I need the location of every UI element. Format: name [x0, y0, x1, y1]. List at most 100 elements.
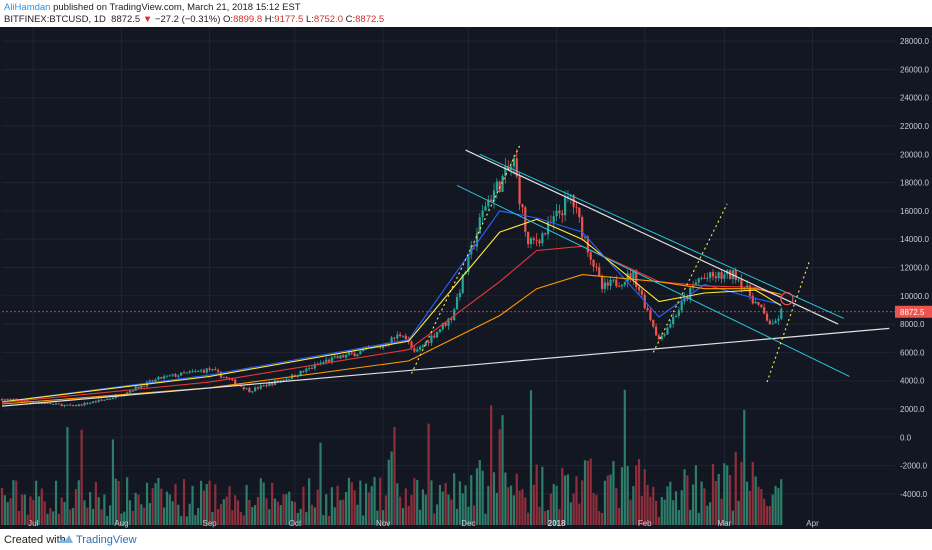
candle-body: [390, 337, 393, 344]
candle-body: [350, 352, 353, 354]
candle-body: [0, 399, 4, 401]
volume-bar: [9, 498, 12, 525]
volume-bar: [524, 497, 527, 525]
candle-body: [524, 207, 527, 232]
created-with-label: Created with: [4, 534, 66, 546]
candle-body: [52, 403, 55, 405]
volume-bar: [276, 501, 279, 525]
volume-bar: [29, 496, 32, 525]
candle-body: [69, 404, 72, 406]
volume-bar: [106, 515, 109, 525]
volume-bar: [157, 477, 160, 525]
candle-body: [672, 316, 675, 325]
volume-bar: [282, 494, 285, 525]
volume-bar: [251, 507, 254, 525]
tradingview-brand[interactable]: TradingView: [76, 534, 137, 546]
price-tick-label: 0.0: [900, 433, 912, 442]
volume-bar: [410, 494, 413, 525]
candle-body: [60, 404, 63, 407]
resistance-trendline[interactable]: [465, 149, 839, 325]
volume-bar: [279, 505, 282, 525]
time-axis[interactable]: Jul Aug Sep Oct Nov Dec 2018 Feb Mar Apr: [28, 519, 819, 528]
candle-body: [262, 385, 265, 387]
time-tick-label: Oct: [289, 519, 302, 528]
candle-body: [288, 378, 291, 380]
candle-body: [43, 403, 46, 405]
candle-body: [103, 399, 106, 401]
volume-bar: [163, 507, 166, 525]
candle-body: [106, 398, 109, 400]
footer: Created with TradingView: [0, 531, 932, 550]
volume-bar: [492, 472, 496, 525]
volume-bar: [635, 465, 638, 525]
volume-bar: [546, 509, 550, 525]
candle-body: [401, 335, 405, 337]
candle-body: [711, 272, 715, 277]
volume-bar: [632, 486, 635, 525]
highlight-circle[interactable]: [780, 292, 794, 306]
volume-bar: [259, 478, 262, 525]
open-label: O:: [223, 14, 234, 25]
volume-bar: [606, 475, 609, 525]
channel-lower-line[interactable]: [456, 185, 850, 377]
candle-body: [143, 385, 146, 387]
candle-body: [734, 269, 737, 280]
volume-bar: [89, 492, 92, 525]
volume-bar: [290, 501, 294, 525]
candle-body: [313, 364, 316, 369]
volume-bar: [754, 476, 757, 525]
candle-body: [447, 318, 450, 326]
volume-bar: [356, 504, 359, 525]
candle-body: [703, 277, 706, 279]
volume-bar: [296, 513, 299, 525]
candle-body: [191, 371, 194, 373]
time-tick-label: Feb: [638, 519, 652, 528]
time-tick-label: Jul: [28, 519, 38, 528]
candle-body: [248, 388, 251, 393]
volume-bar: [592, 492, 595, 525]
volume-bar: [569, 502, 572, 525]
volume-bar: [396, 483, 399, 525]
volume-bar: [342, 499, 345, 525]
channel-upper-line[interactable]: [479, 153, 845, 319]
candle-body: [126, 392, 129, 395]
volume-bar: [643, 469, 646, 525]
volume-bar: [214, 484, 217, 525]
volume-bar: [586, 460, 589, 525]
volume-bar: [268, 509, 271, 525]
candle-body: [453, 309, 456, 320]
volume-bar: [322, 515, 325, 525]
volume-bar: [703, 488, 706, 525]
author-link[interactable]: AliHamdan: [4, 2, 51, 13]
volume-bar: [364, 483, 368, 525]
candle-body: [640, 290, 643, 295]
volume-bar: [80, 429, 83, 525]
volume-bar: [134, 492, 137, 525]
volume-bar: [717, 474, 720, 525]
support-trendline[interactable]: [1, 327, 890, 407]
volume-bar: [188, 503, 191, 525]
volume-bar: [310, 504, 314, 525]
volume-bar: [663, 499, 666, 525]
volume-bar: [424, 494, 427, 525]
candle-body: [410, 341, 413, 349]
price-tick-label: -2000.0: [900, 462, 928, 471]
high-value: 9177.5: [274, 14, 304, 25]
candle-body: [83, 402, 86, 406]
price-tick-label: 16000.0: [900, 207, 929, 216]
impulse-dotted-line[interactable]: [766, 260, 811, 383]
price-chart[interactable]: -4000.0 -2000.0 0.0 2000.0 4000.0 6000.0 8000.…: [0, 27, 932, 529]
volume-bar: [666, 486, 669, 525]
candle-body: [458, 292, 461, 297]
candle-body: [541, 233, 544, 244]
volume-bar: [637, 459, 641, 525]
impulse-dotted-line[interactable]: [411, 145, 521, 374]
time-tick-label: Nov: [376, 519, 390, 528]
price-axis[interactable]: -4000.0 -2000.0 0.0 2000.0 4000.0 6000.0 8000.…: [895, 27, 932, 529]
candle-body: [222, 377, 225, 379]
volume-bar: [760, 489, 763, 525]
candle-body: [492, 190, 496, 202]
candle-body: [46, 402, 49, 404]
volume-bar: [484, 513, 487, 525]
candle-body: [561, 213, 564, 216]
